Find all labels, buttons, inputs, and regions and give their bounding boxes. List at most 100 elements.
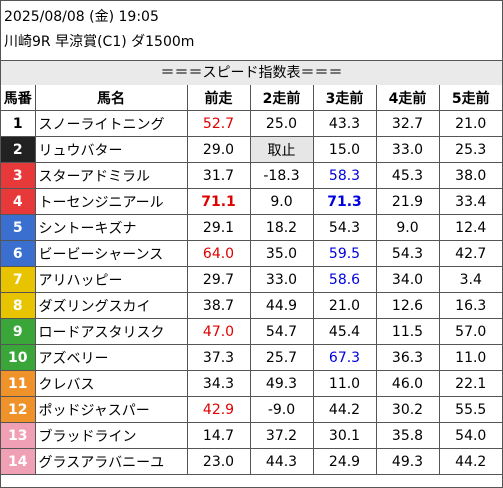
speed-value: 64.0: [186, 240, 251, 267]
race-title: 川崎9R 早涼賞(C1) ダ1500m: [4, 34, 195, 50]
speed-value: 47.0: [186, 318, 251, 345]
speed-value: 36.3: [375, 344, 440, 371]
speed-value: 45.4: [312, 318, 377, 345]
speed-value: 55.5: [438, 396, 502, 423]
speed-value: 33.4: [438, 188, 502, 215]
horse-name: ロードアスタリスク: [34, 318, 188, 345]
table-row: 5 シントーキズナ 29.1 18.2 54.3 9.0 12.4: [1, 214, 502, 241]
horse-number: 4: [1, 188, 36, 215]
speed-value: 44.9: [249, 292, 314, 319]
table-row: 3 スターアドミラル 31.7 -18.3 58.3 45.3 38.0: [1, 162, 502, 189]
speed-value: 29.1: [186, 214, 251, 241]
horse-name: アズベリー: [34, 344, 188, 371]
speed-value: 35.0: [249, 240, 314, 267]
col-header-4back: 4走前: [375, 85, 440, 111]
horse-number: 6: [1, 240, 36, 267]
col-header-5back: 5走前: [438, 85, 502, 111]
speed-value: 44.2: [438, 448, 502, 475]
speed-value: 49.3: [375, 448, 440, 475]
speed-value: 54.3: [375, 240, 440, 267]
race-datetime: 2025/08/08 (金) 19:05: [4, 9, 159, 25]
horse-number: 11: [1, 370, 36, 397]
speed-value: 31.7: [186, 162, 251, 189]
speed-value: 34.0: [375, 266, 440, 293]
speed-value: 21.9: [375, 188, 440, 215]
col-header-number: 馬番: [1, 85, 36, 111]
speed-value: 38.7: [186, 292, 251, 319]
speed-value: 37.2: [249, 422, 314, 449]
speed-value: 32.7: [375, 110, 440, 137]
speed-value: 42.7: [438, 240, 502, 267]
horse-number: 2: [1, 136, 36, 163]
table-row: 7 アリハッピー 29.7 33.0 58.6 34.0 3.4: [1, 266, 502, 293]
speed-index-table: 馬番 馬名 前走 2走前 3走前 4走前 5走前 1 スノーライトニング 52.7 2…: [1, 85, 502, 475]
speed-value: 9.0: [375, 214, 440, 241]
speed-value: 25.3: [438, 136, 502, 163]
speed-value: 23.0: [186, 448, 251, 475]
speed-value: 54.0: [438, 422, 502, 449]
speed-value: 18.2: [249, 214, 314, 241]
horse-number: 10: [1, 344, 36, 371]
speed-value: 14.7: [186, 422, 251, 449]
speed-value: 34.3: [186, 370, 251, 397]
speed-value: 29.0: [186, 136, 251, 163]
speed-value: 46.0: [375, 370, 440, 397]
speed-value: 21.0: [312, 292, 377, 319]
horse-name: アリハッピー: [34, 266, 188, 293]
speed-value: 45.3: [375, 162, 440, 189]
horse-number: 14: [1, 448, 36, 475]
col-header-last: 前走: [186, 85, 251, 111]
table-row: 6 ビービーシャーンス 64.0 35.0 59.5 54.3 42.7: [1, 240, 502, 267]
speed-value: 42.9: [186, 396, 251, 423]
col-header-2back: 2走前: [249, 85, 314, 111]
speed-value: 30.2: [375, 396, 440, 423]
horse-number: 3: [1, 162, 36, 189]
speed-value: 57.0: [438, 318, 502, 345]
speed-value: 25.0: [249, 110, 314, 137]
horse-name: グラスアラバニーユ: [34, 448, 188, 475]
table-row: 8 ダズリングスカイ 38.7 44.9 21.0 12.6 16.3: [1, 292, 502, 319]
speed-value: 52.7: [186, 110, 251, 137]
horse-number: 9: [1, 318, 36, 345]
speed-value: 15.0: [312, 136, 377, 163]
speed-value: 71.3: [312, 188, 377, 215]
table-body: 1 スノーライトニング 52.7 25.0 43.3 32.7 21.0 2 リュウバター 29.…: [1, 110, 502, 475]
speed-value: 44.3: [249, 448, 314, 475]
table-header-row: 馬番 馬名 前走 2走前 3走前 4走前 5走前: [1, 85, 502, 111]
speed-value: 12.6: [375, 292, 440, 319]
horse-number: 1: [1, 110, 36, 137]
speed-value: 21.0: [438, 110, 502, 137]
horse-name: ビービーシャーンス: [34, 240, 188, 267]
speed-value: -9.0: [249, 396, 314, 423]
horse-number: 5: [1, 214, 36, 241]
horse-name: スターアドミラル: [34, 162, 188, 189]
speed-value: 12.4: [438, 214, 502, 241]
horse-name: トーセンジニアール: [34, 188, 188, 215]
speed-value: 33.0: [375, 136, 440, 163]
horse-number: 13: [1, 422, 36, 449]
speed-value: 33.0: [249, 266, 314, 293]
speed-value: 54.3: [312, 214, 377, 241]
table-row: 10 アズベリー 37.3 25.7 67.3 36.3 11.0: [1, 344, 502, 371]
speed-value: 11.0: [438, 344, 502, 371]
speed-value: 24.9: [312, 448, 377, 475]
table-row: 13 ブラッドライン 14.7 37.2 30.1 35.8 54.0: [1, 422, 502, 449]
horse-number: 12: [1, 396, 36, 423]
speed-value: 38.0: [438, 162, 502, 189]
speed-value: 11.5: [375, 318, 440, 345]
horse-name: シントーキズナ: [34, 214, 188, 241]
table-row: 2 リュウバター 29.0 取止 15.0 33.0 25.3: [1, 136, 502, 163]
table-row: 12 ポッドジャスパー 42.9 -9.0 44.2 30.2 55.5: [1, 396, 502, 423]
speed-value: 29.7: [186, 266, 251, 293]
speed-value: 71.1: [186, 188, 251, 215]
speed-value: 43.3: [312, 110, 377, 137]
speed-value: 59.5: [312, 240, 377, 267]
speed-value: 54.7: [249, 318, 314, 345]
speed-value: 67.3: [312, 344, 377, 371]
speed-value: 9.0: [249, 188, 314, 215]
table-caption: ＝＝＝スピード指数表＝＝＝: [1, 60, 502, 86]
speed-value: 3.4: [438, 266, 502, 293]
table-row: 14 グラスアラバニーユ 23.0 44.3 24.9 49.3 44.2: [1, 448, 502, 475]
scratch-cell: 取止: [249, 136, 314, 163]
